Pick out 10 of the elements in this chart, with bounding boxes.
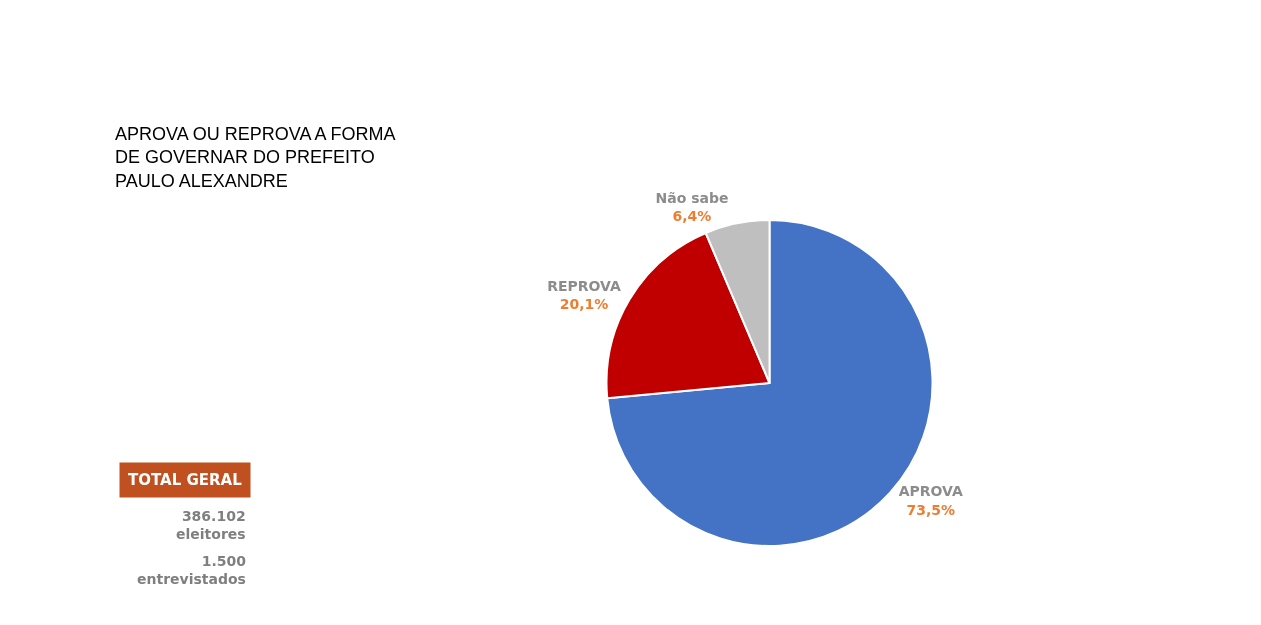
data-label: 20,1% [559,296,609,313]
slice-label: Não sabe [655,189,729,206]
text: 386.102 eleitores [176,508,246,543]
text: TOTAL GERAL [128,471,243,489]
text: APROVA OU REPROVA A FORMA DE GOVERNAR DO PREFEITO PAULO ALEXANDRE [115,124,396,191]
text: 1.500 entrevistados [137,553,247,588]
slice-label: REPROVA [547,278,621,295]
slice-label: APROVA [898,483,963,500]
data-label: 6,4% [672,207,712,224]
data-label: 73,5% [906,501,955,518]
